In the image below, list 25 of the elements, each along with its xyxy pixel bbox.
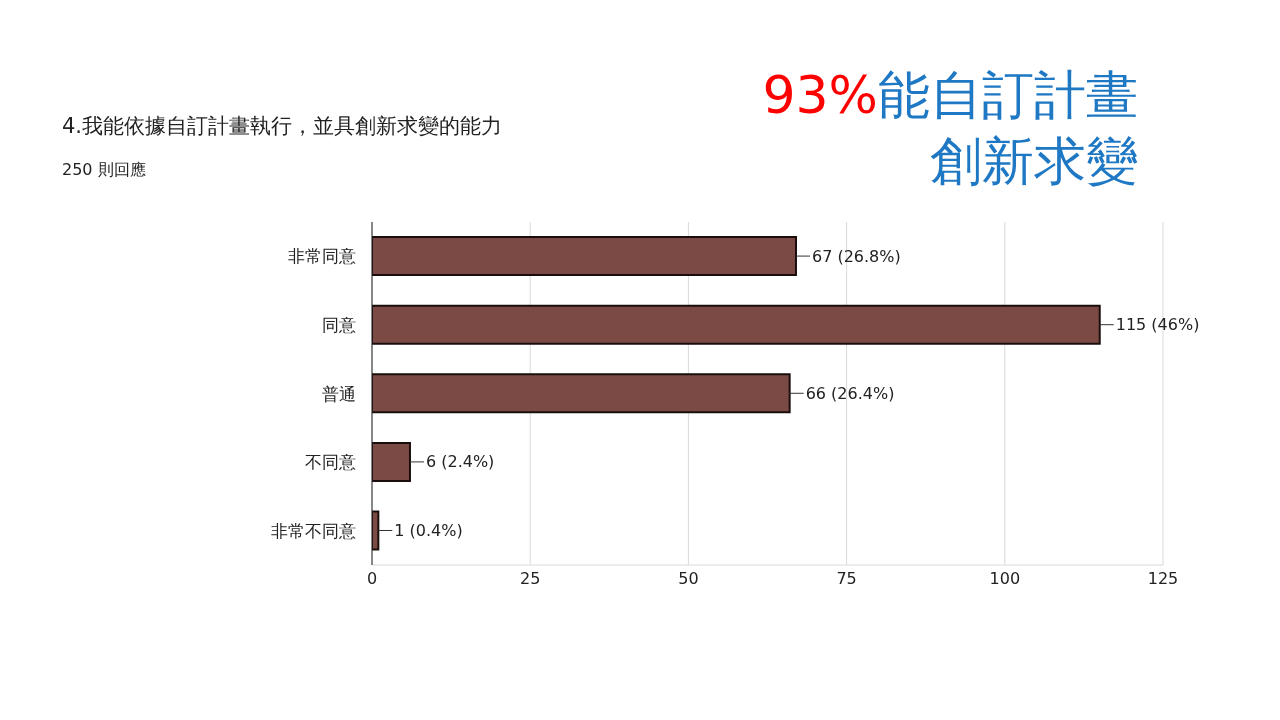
data-label: 6 (2.4%) — [425, 452, 495, 472]
chart-title: 4.我能依據自訂計畫執行，並具創新求變的能力 — [62, 113, 503, 140]
data-label: 67 (26.8%) — [811, 246, 901, 266]
x-tick-label: 25 — [520, 569, 541, 589]
x-tick-label: 100 — [989, 569, 1021, 589]
y-tick-label: 普通 — [322, 383, 356, 404]
x-tick-label: 125 — [1147, 569, 1179, 589]
x-tick-label: 0 — [366, 569, 378, 589]
y-tick-label: 不同意 — [305, 452, 356, 473]
y-tick-label: 非常同意 — [288, 246, 356, 267]
y-tick-label: 非常不同意 — [271, 520, 356, 541]
data-label: 115 (46%) — [1115, 315, 1200, 335]
text: 93% — [762, 65, 878, 125]
x-tick-label: 50 — [678, 569, 699, 589]
bar — [372, 236, 797, 277]
bar — [372, 373, 791, 414]
bar — [372, 304, 1101, 345]
data-label: 1 (0.4%) — [394, 520, 463, 540]
bar — [372, 441, 411, 482]
text: 創新求變 — [929, 130, 1138, 193]
text: 250 則回應 — [62, 160, 146, 181]
x-tick-label: 75 — [836, 569, 857, 589]
text: 能自訂計畫 — [878, 65, 1138, 125]
data-label: 66 (26.4%) — [805, 383, 895, 403]
y-tick-label: 同意 — [322, 314, 356, 335]
